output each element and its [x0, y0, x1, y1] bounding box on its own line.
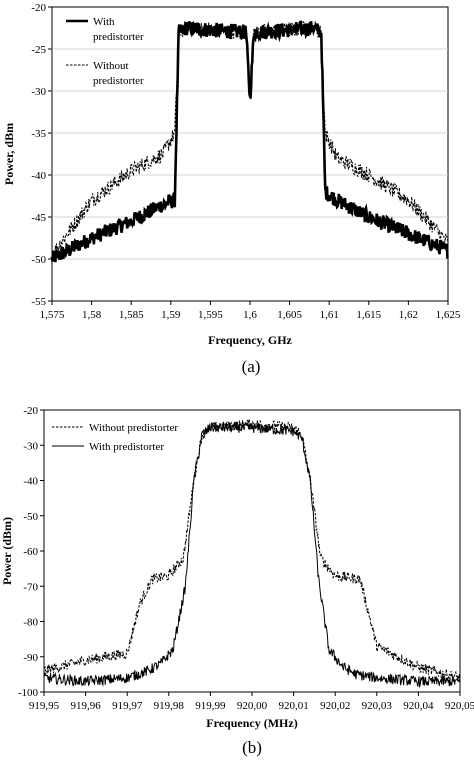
y-axis-title-a: Power, dBm — [2, 123, 16, 185]
x-ticks-b: 919,95 919,96 919,97 919,98 919,99 920,00 920,… — [29, 692, 474, 712]
caption-a: (a) — [242, 357, 261, 376]
y-tick-label: -20 — [23, 405, 38, 417]
x-tick-label: 1,58 — [82, 309, 102, 321]
x-tick-label: 1,585 — [119, 309, 144, 321]
y-tick-label: -55 — [31, 296, 46, 308]
series-a-with-predistorter — [50, 20, 449, 263]
x-tick-label: 1,595 — [198, 309, 223, 321]
x-tick-label: 919,98 — [154, 700, 185, 712]
y-axis-title-b: Power (dBm) — [0, 517, 14, 585]
x-tick-label: 1,6 — [243, 309, 257, 321]
x-axis-title-a: Frequency, GHz — [208, 333, 292, 347]
y-tick-label: -20 — [31, 2, 46, 14]
x-tick-label: 1,605 — [277, 309, 302, 321]
chart-b: -100-90-80-70-60-50-40-30-20 919,95 919,9… — [0, 405, 474, 757]
x-tick-label: 920,03 — [362, 700, 393, 712]
y-tick-label: -40 — [31, 170, 46, 182]
y-tick-label: -50 — [23, 511, 38, 523]
y-tick-label: -50 — [31, 254, 46, 266]
x-tick-label: 920,05 — [445, 700, 474, 712]
y-tick-label: -25 — [31, 44, 46, 56]
legend-b: Without predistorter With predistorter — [52, 422, 178, 453]
x-tick-label: 920,01 — [278, 700, 308, 712]
x-tick-label: 1,575 — [40, 309, 65, 321]
y-tick-label: -30 — [23, 440, 38, 452]
x-tick-label: 920,04 — [403, 700, 434, 712]
y-tick-label: -40 — [23, 476, 38, 488]
legend-a-with-label-2: predistorter — [93, 31, 144, 43]
x-tick-label: 919,97 — [112, 700, 143, 712]
legend-a-without-label-2: predistorter — [93, 75, 144, 87]
x-tick-label: 919,99 — [195, 700, 226, 712]
y-tick-label: -35 — [31, 128, 46, 140]
x-ticks-a: 1,575 1,58 1,585 1,59 1,595 1,6 1,605 1,61 1,615… — [40, 301, 461, 321]
y-tick-label: -45 — [31, 212, 46, 224]
series-b-without-predistorter — [43, 419, 461, 682]
series-a-without-predistorter — [51, 21, 449, 261]
chart-a: -55-50-45-40-35-30-25-20 1,575 1,58 1,585 1… — [2, 2, 461, 376]
y-tick-label: -60 — [23, 546, 38, 558]
y-ticks-a: -55 -50 -45 -40 -35 -30 -25 -20 — [31, 2, 52, 308]
plot-area-a — [51, 6, 449, 302]
x-tick-label: 1,62 — [399, 309, 418, 321]
x-tick-label: 1,625 — [436, 309, 461, 321]
x-tick-label: 919,95 — [29, 700, 60, 712]
y-tick-label: -100 — [18, 687, 39, 699]
y-tick-label: -70 — [23, 581, 38, 593]
x-axis-title-b: Frequency (MHz) — [206, 716, 297, 730]
y-tick-label: -30 — [31, 86, 46, 98]
caption-b: (b) — [242, 738, 262, 757]
legend-a-with-label-1: With — [93, 16, 115, 28]
series-b-with-predistorter — [43, 421, 461, 689]
x-tick-label: 920,00 — [237, 700, 268, 712]
legend-a: With predistorter Without predistorter — [66, 16, 144, 87]
x-tick-label: 919,96 — [70, 700, 101, 712]
x-tick-label: 1,615 — [356, 309, 381, 321]
legend-a-without-label-1: Without — [93, 60, 129, 72]
legend-b-without-label: Without predistorter — [89, 422, 178, 434]
legend-b-with-label: With predistorter — [89, 441, 164, 453]
x-tick-label: 1,59 — [161, 309, 181, 321]
y-ticks-b: -100 -90 -80 -70 -60 -50 -40 -30 -20 — [18, 405, 44, 699]
x-tick-label: 920,02 — [320, 700, 350, 712]
x-tick-label: 1,61 — [320, 309, 339, 321]
y-tick-label: -90 — [23, 652, 38, 664]
y-tick-label: -80 — [23, 617, 38, 629]
